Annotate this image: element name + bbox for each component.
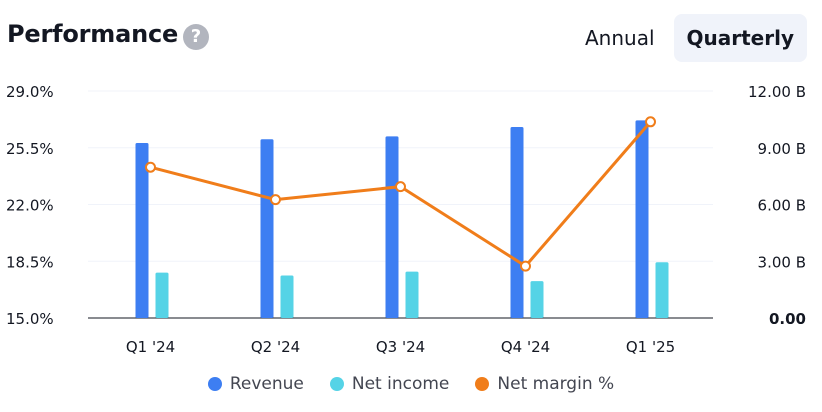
- net-income-bar: [280, 275, 294, 318]
- legend-dot-icon: [329, 377, 344, 391]
- net-income-bar: [655, 262, 669, 318]
- legend-label: Revenue: [229, 374, 304, 394]
- legend-item-revenue[interactable]: Revenue: [207, 374, 304, 394]
- legend-item-net-income[interactable]: Net income: [329, 374, 450, 394]
- net-income-bar: [155, 272, 169, 318]
- right-axis-tick: 9.00 B: [758, 140, 806, 158]
- revenue-bar: [135, 143, 149, 318]
- net-margin-point: [270, 194, 281, 206]
- tab-quarterly[interactable]: Quarterly: [673, 14, 807, 62]
- legend-dot-icon: [207, 377, 222, 391]
- x-axis-tick: Q4 '24: [501, 338, 550, 356]
- x-axis-tick: Q1 '25: [626, 338, 675, 356]
- net-margin-point: [145, 161, 156, 173]
- net-income-bar: [405, 271, 419, 318]
- period-toggle: Annual Quarterly: [572, 14, 807, 62]
- left-axis-tick: 25.5%: [6, 140, 54, 158]
- x-axis-tick: Q2 '24: [251, 338, 300, 356]
- revenue-bar: [510, 126, 524, 318]
- net-income-bar: [530, 281, 544, 318]
- help-icon[interactable]: ?: [183, 24, 209, 50]
- page-title: Performance: [7, 20, 179, 48]
- revenue-bar: [635, 120, 649, 318]
- right-axis-tick: 12.00 B: [748, 83, 806, 101]
- performance-chart: 29.0% 25.5% 22.0% 18.5% 15.0% 12.00 B 9.00 B 6.…: [6, 83, 806, 356]
- revenue-bar: [260, 139, 274, 318]
- right-axis-tick: 0.00: [769, 310, 806, 328]
- left-axis-tick: 22.0%: [6, 197, 54, 215]
- net-margin-point: [395, 181, 406, 193]
- right-axis-tick: 3.00 B: [758, 253, 806, 271]
- header: Performance ? Annual Quarterly: [0, 0, 822, 72]
- tab-annual[interactable]: Annual: [584, 26, 655, 50]
- x-axis-tick: Q1 '24: [126, 338, 175, 356]
- legend-dot-icon: [475, 377, 490, 391]
- net-margin-line: [150, 120, 652, 268]
- x-axis-tick: Q3 '24: [376, 338, 425, 356]
- left-axis-tick: 15.0%: [6, 310, 54, 328]
- left-axis-tick: 18.5%: [6, 253, 54, 271]
- chart-legend: Revenue Net income Net margin %: [0, 374, 822, 394]
- net-margin-point: [520, 260, 531, 272]
- right-axis-tick: 6.00 B: [758, 197, 806, 215]
- revenue-bar: [385, 136, 399, 318]
- legend-label: Net income: [351, 374, 450, 394]
- legend-label: Net margin %: [497, 374, 615, 394]
- net-margin-point: [645, 116, 656, 128]
- legend-item-net-margin-[interactable]: Net margin %: [475, 374, 614, 394]
- left-axis-tick: 29.0%: [6, 83, 54, 101]
